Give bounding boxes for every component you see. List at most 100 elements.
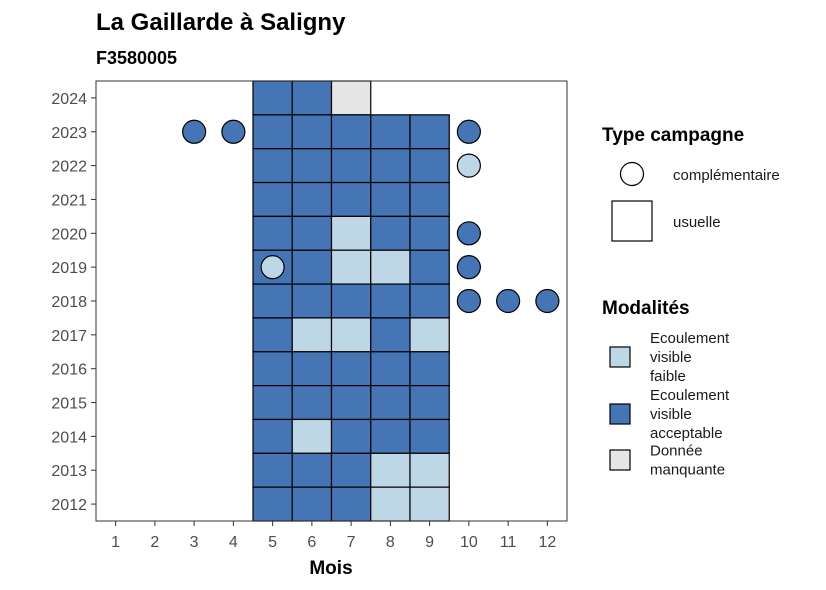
legend-key-circle — [619, 161, 645, 187]
x-axis: 1 2 3 4 5 6 7 8 9 10 11 12 — [111, 521, 556, 551]
y-tick-label: 2016 — [51, 362, 87, 379]
y-tick-label: 2017 — [51, 328, 87, 345]
tile-2013-m8 — [370, 452, 411, 488]
tile-2015-m9 — [409, 385, 450, 421]
tile-2023-m9 — [409, 114, 450, 150]
chart-title: La Gaillarde à Saligny — [96, 9, 346, 36]
tile-2012-m5 — [252, 486, 293, 522]
legend-label-modalite: Ecoulement visible acceptable — [650, 387, 730, 442]
tile-2020-m9 — [409, 215, 450, 251]
tile-2018-m7 — [330, 283, 372, 319]
tile-2013-m7 — [330, 452, 372, 488]
x-tick-label: 9 — [425, 534, 434, 551]
tile-2019-m8 — [370, 249, 411, 285]
tile-2014-m8 — [370, 418, 411, 454]
legend: Type campagne complémentaire usuelle Moda… — [602, 125, 780, 479]
legend-key-fill — [609, 346, 631, 368]
y-tick-label: 2019 — [51, 260, 87, 277]
tile-2015-m5 — [252, 385, 293, 421]
tile-2017-m7 — [330, 317, 372, 353]
y-axis: 2012 2013 2014 2015 2016 2017 2018 2019 2020 2021… — [51, 91, 96, 514]
plot-panel — [95, 80, 568, 522]
point-2022-m10 — [456, 153, 481, 178]
point-2018-m10 — [456, 288, 481, 314]
y-tick-label: 2021 — [51, 192, 87, 209]
tile-2012-m7 — [330, 486, 372, 522]
legend-label-modalite: Donnée manquante — [650, 443, 725, 479]
tile-2022-m5 — [252, 148, 293, 184]
y-tick-label: 2020 — [51, 226, 87, 243]
y-tick-label: 2014 — [51, 429, 87, 446]
tile-2014-m6 — [291, 418, 333, 454]
tile-2015-m6 — [291, 385, 333, 421]
y-tick-label: 2018 — [51, 294, 87, 311]
x-tick-label: 8 — [386, 534, 395, 551]
x-tick-label: 7 — [347, 534, 356, 551]
tile-2019-m6 — [291, 249, 333, 285]
tile-2021-m5 — [252, 181, 293, 217]
tile-2023-m6 — [291, 114, 333, 150]
tile-2022-m6 — [291, 148, 333, 184]
tile-2017-m6 — [291, 317, 333, 353]
tile-2017-m8 — [370, 317, 411, 353]
tile-2019-m7 — [330, 249, 372, 285]
tile-2014-m7 — [330, 418, 372, 454]
tile-2016-m7 — [330, 351, 372, 387]
y-tick-label: 2013 — [51, 463, 87, 480]
tile-2014-m5 — [252, 418, 293, 454]
legend-title-modalites: Modalités — [602, 298, 690, 319]
legend-title-type-campagne: Type campagne — [602, 125, 744, 146]
tile-2018-m9 — [409, 283, 450, 319]
tile-2016-m5 — [252, 351, 293, 387]
tile-2022-m9 — [409, 148, 450, 184]
tile-2021-m9 — [409, 181, 450, 217]
x-tick-label: 11 — [500, 534, 517, 551]
tile-2023-m7 — [330, 114, 372, 150]
tile-2013-m9 — [409, 452, 450, 488]
tile-2021-m7 — [330, 181, 372, 217]
legend-key-fill — [609, 403, 631, 425]
y-tick-label: 2023 — [51, 125, 87, 142]
tile-2020-m8 — [370, 215, 411, 251]
tile-2018-m5 — [252, 283, 293, 319]
tile-2016-m8 — [370, 351, 411, 387]
tile-2015-m7 — [330, 385, 372, 421]
tile-2012-m6 — [291, 486, 333, 522]
legend-shape-entries: complémentaire usuelle — [611, 161, 780, 242]
tile-2023-m5 — [252, 114, 293, 150]
tile-2017-m5 — [252, 317, 293, 353]
tile-2024-m6 — [291, 80, 333, 116]
x-tick-label: 10 — [460, 534, 478, 551]
tile-2013-m5 — [252, 452, 293, 488]
tile-2020-m5 — [252, 215, 293, 251]
point-2020-m10 — [456, 221, 481, 246]
tile-2021-m6 — [291, 181, 333, 217]
point-2019-m10 — [456, 255, 481, 280]
x-tick-label: 5 — [268, 534, 277, 551]
legend-key-square — [611, 200, 653, 242]
point-2019-m5 — [260, 255, 285, 280]
tile-2014-m9 — [409, 418, 450, 454]
tile-2018-m6 — [291, 283, 333, 319]
legend-label-square: usuelle — [673, 214, 721, 231]
point-2023-m3 — [182, 119, 207, 144]
x-tick-label: 6 — [307, 534, 316, 551]
chart-subtitle: F3580005 — [96, 48, 177, 68]
x-tick-label: 1 — [111, 534, 120, 551]
tile-2022-m7 — [330, 148, 372, 184]
y-tick-label: 2015 — [51, 396, 87, 413]
tile-2013-m6 — [291, 452, 333, 488]
tile-2021-m8 — [370, 181, 411, 217]
tile-2019-m9 — [409, 249, 450, 285]
legend-label-circle: complémentaire — [673, 167, 780, 184]
tile-2024-m5 — [252, 80, 293, 116]
legend-key-fill — [609, 449, 631, 471]
x-tick-label: 3 — [190, 534, 199, 551]
tile-2017-m9 — [409, 317, 450, 353]
y-tick-label: 2022 — [51, 159, 87, 176]
tile-2022-m8 — [370, 148, 411, 184]
point-2018-m11 — [496, 288, 521, 314]
x-tick-label: 2 — [150, 534, 159, 551]
